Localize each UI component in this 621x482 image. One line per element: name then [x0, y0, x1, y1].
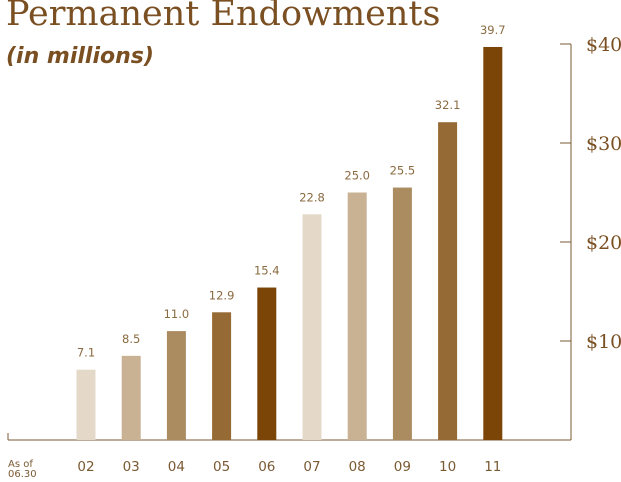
as-of-line-2: 06.30	[8, 469, 37, 480]
bar	[166, 331, 186, 440]
y-tick-label: $30	[586, 133, 621, 155]
chart-title: Permanent Endowments	[6, 0, 441, 34]
x-tick-label: 11	[484, 459, 501, 475]
bar-value-label: 22.8	[299, 190, 325, 204]
bar-value-label: 25.5	[390, 164, 416, 178]
chart-subtitle: (in millions)	[6, 44, 154, 69]
x-tick-label: 05	[213, 459, 230, 475]
bar	[483, 46, 503, 440]
y-tick-label: $20	[586, 232, 621, 254]
bar	[392, 187, 412, 440]
bar	[347, 192, 367, 440]
bar-value-label: 25.0	[344, 169, 370, 183]
as-of-note: As of 06.30	[8, 460, 37, 480]
bar-value-label: 12.9	[209, 288, 235, 302]
bar	[212, 312, 232, 440]
bar	[76, 369, 96, 440]
as-of-line-1: As of	[8, 459, 33, 470]
x-tick-label: 02	[77, 459, 94, 475]
bar-value-label: 39.7	[480, 23, 506, 37]
x-tick-label: 06	[258, 459, 275, 475]
bar-value-label: 32.1	[435, 98, 461, 112]
bar	[302, 214, 322, 440]
bar	[121, 355, 141, 440]
bar	[257, 287, 277, 440]
bar-value-label: 15.4	[254, 264, 280, 278]
label-group: $10 $20 $30 $40 7.1 02 8.5 03 11.0 04 12.9 05 15.4 06…	[77, 23, 621, 475]
y-tick-label: $10	[586, 331, 621, 353]
bar-value-label: 11.0	[164, 307, 190, 321]
x-tick-label: 03	[123, 459, 140, 475]
x-tick-label: 09	[394, 459, 411, 475]
x-tick-label: 07	[303, 459, 320, 475]
bar-value-label: 8.5	[122, 332, 140, 346]
y-tick-label: $40	[586, 34, 621, 56]
x-tick-label: 08	[349, 459, 366, 475]
bar-value-label: 7.1	[77, 346, 95, 360]
x-tick-label: 04	[168, 459, 185, 475]
x-tick-label: 10	[439, 459, 456, 475]
bar	[438, 122, 458, 441]
chart-axes	[7, 43, 572, 441]
bar-group	[76, 46, 503, 441]
